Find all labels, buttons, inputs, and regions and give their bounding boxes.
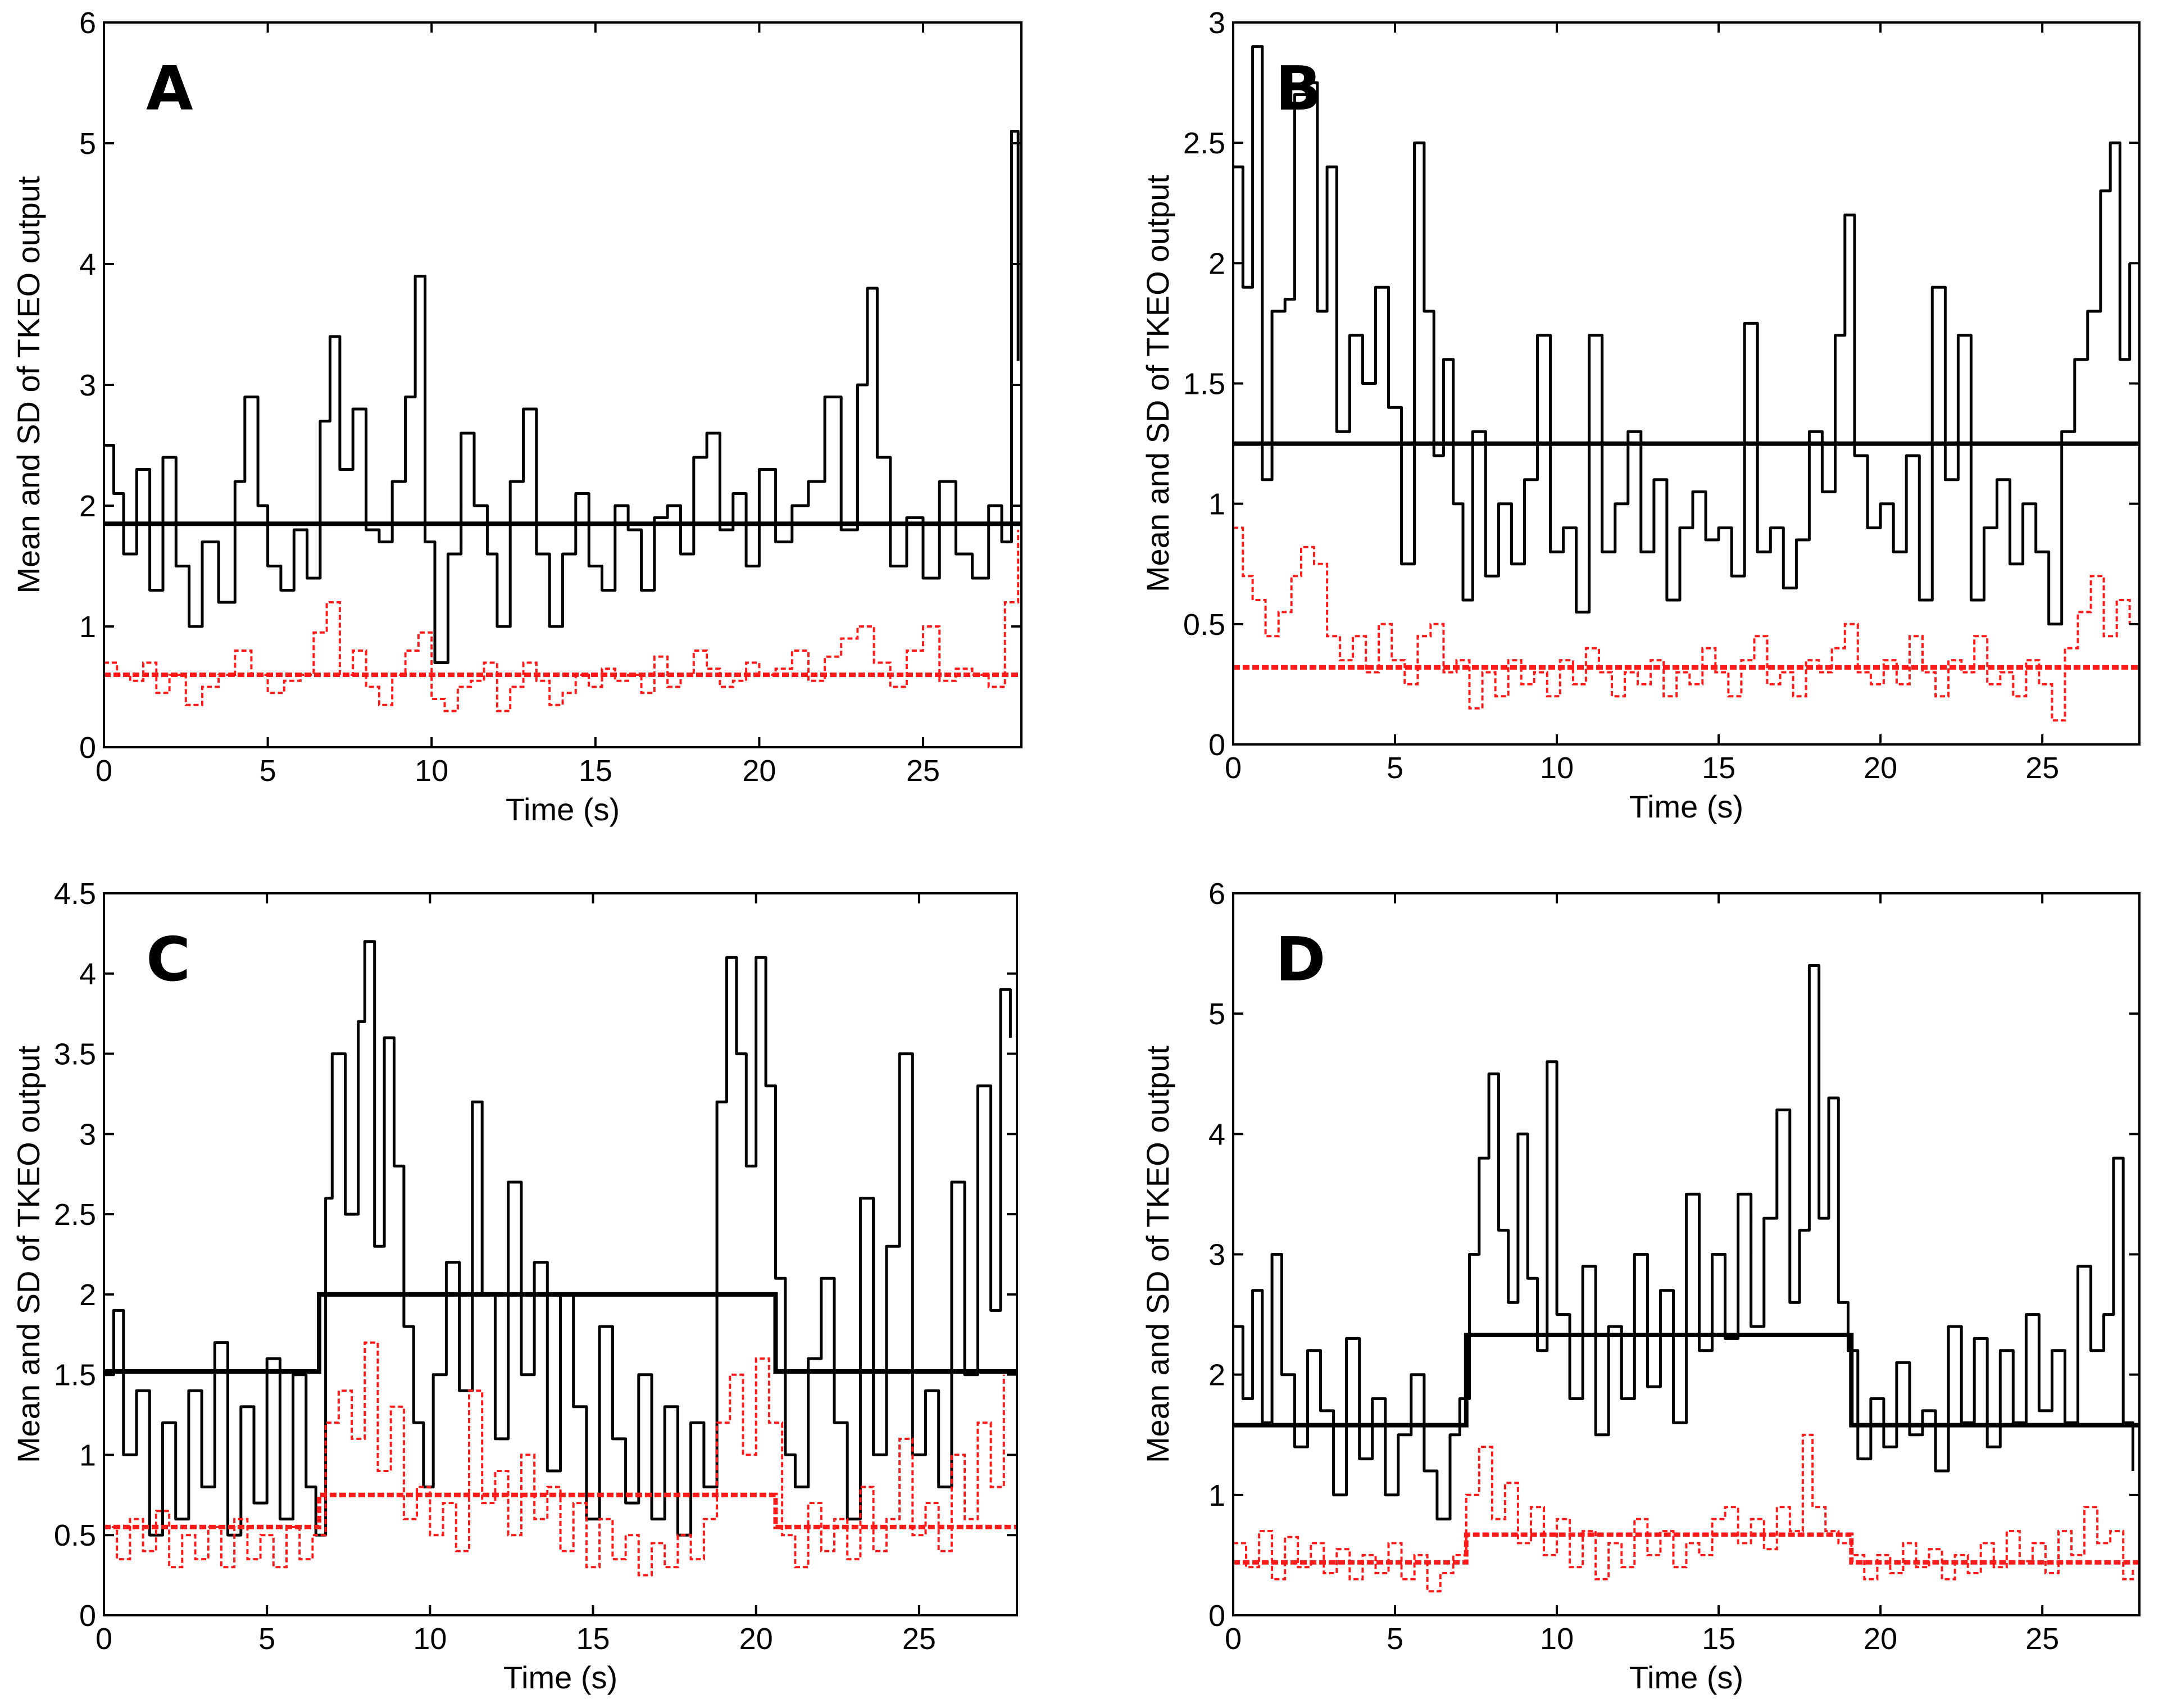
y-tick-label: 3 — [79, 1118, 96, 1151]
panel-d: 0 5 10 15 20 25 0 1 2 3 4 5 6 Time (s) Mean and SD of … — [1140, 877, 2141, 1695]
y-tick-label: 2 — [79, 1278, 96, 1312]
y-axis-label: Mean and SD of TKEO output — [1140, 1046, 1175, 1463]
y-tick-label: 2.5 — [54, 1198, 96, 1232]
y-tick-label: 1 — [79, 1438, 96, 1472]
x-tick-label: 15 — [579, 754, 612, 788]
x-axis-label: Time (s) — [1629, 789, 1743, 824]
y-tick-label: 1.5 — [1183, 367, 1225, 401]
x-tick-label: 0 — [96, 754, 112, 788]
y-tick-label: 2 — [79, 489, 96, 523]
x-tick-label: 10 — [1540, 1622, 1574, 1656]
y-axis-label: Mean and SD of TKEO output — [11, 1046, 46, 1463]
y-tick-label: 2 — [1208, 1359, 1225, 1392]
y-tick-label: 3 — [79, 369, 96, 402]
y-tick-label: 1 — [79, 610, 96, 644]
x-tick-label: 15 — [576, 1622, 610, 1656]
y-tick-label: 4 — [1208, 1118, 1225, 1151]
plot-area — [1233, 964, 2139, 1593]
x-tick-label: 25 — [906, 754, 940, 788]
x-tick-label: 20 — [739, 1622, 773, 1656]
y-axis-label: Mean and SD of TKEO output — [1140, 175, 1175, 592]
x-tick-label: 0 — [1225, 751, 1242, 785]
x-tick-label: 10 — [415, 754, 448, 788]
y-tick-label: 3 — [1208, 6, 1225, 40]
x-axis-label: Time (s) — [503, 1660, 617, 1695]
plot-area — [1233, 45, 2139, 722]
mean-level-line — [1233, 1333, 2139, 1428]
y-tick-label: 0 — [1208, 1599, 1225, 1633]
x-tick-label: 5 — [258, 1622, 275, 1656]
plot-area — [104, 940, 1017, 1577]
mean-signal-line — [1233, 45, 2132, 626]
y-tick-label: 5 — [1208, 997, 1225, 1031]
x-tick-label: 20 — [742, 754, 776, 788]
y-tick-label: 1 — [1208, 488, 1225, 521]
x-tick-label: 5 — [1387, 1622, 1403, 1656]
x-tick-label: 20 — [1864, 1622, 1897, 1656]
panel-letter: A — [146, 54, 193, 124]
sd-signal-line — [1233, 526, 2131, 722]
plot-area — [104, 130, 1021, 712]
x-tick-label: 25 — [902, 1622, 936, 1656]
x-tick-label: 25 — [2025, 1622, 2059, 1656]
mean-level-line — [104, 1292, 1017, 1374]
x-tick-label: 15 — [1702, 1622, 1735, 1656]
y-tick-label: 2.5 — [1183, 126, 1225, 160]
y-tick-label: 4 — [79, 957, 96, 991]
y-tick-label: 1 — [1208, 1479, 1225, 1512]
x-tick-label: 25 — [2025, 751, 2059, 785]
x-tick-label: 15 — [1702, 751, 1735, 785]
x-tick-label: 10 — [413, 1622, 447, 1656]
y-tick-label: 6 — [1208, 877, 1225, 911]
x-axis-label: Time (s) — [1629, 1660, 1743, 1695]
x-tick-label: 20 — [1864, 751, 1897, 785]
y-tick-label: 1.5 — [54, 1359, 96, 1392]
x-axis-label: Time (s) — [506, 792, 620, 827]
y-tick-label: 0 — [79, 1599, 96, 1633]
y-axis-label: Mean and SD of TKEO output — [11, 176, 46, 593]
y-tick-label: 5 — [79, 127, 96, 161]
y-tick-label: 3 — [1208, 1238, 1225, 1272]
y-tick-label: 4 — [79, 248, 96, 281]
mean-signal-line — [104, 940, 1012, 1537]
y-tick-label: 0 — [1208, 728, 1225, 762]
panel-c: 0 5 10 15 20 25 0 0.5 1 1.5 2 2.5 3 3.5 4 4.5 Time (s) Me… — [11, 877, 1018, 1695]
y-tick-label: 0 — [79, 731, 96, 765]
x-tick-label: 10 — [1540, 751, 1574, 785]
panel-letter: C — [146, 925, 190, 995]
sd-level-line — [1233, 1532, 2139, 1565]
x-tick-label: 5 — [260, 754, 276, 788]
y-tick-label: 6 — [79, 6, 96, 40]
y-tick-label: 2 — [1208, 247, 1225, 280]
y-tick-label: 0.5 — [1183, 608, 1225, 642]
panel-letter: B — [1275, 54, 1321, 124]
y-tick-label: 0.5 — [54, 1519, 96, 1552]
sd-signal-line — [104, 530, 1020, 712]
x-tick-label: 0 — [96, 1622, 112, 1656]
mean-signal-line — [104, 130, 1020, 664]
panel-a: 0 5 10 15 20 25 0 1 2 3 4 5 6 Time (s) Mean and SD of … — [11, 6, 1023, 827]
x-tick-label: 0 — [1225, 1622, 1242, 1656]
panel-b: 0 5 10 15 20 25 0 0.5 1 1.5 2 2.5 3 Time (s) Mean and … — [1140, 6, 2141, 824]
sd-level-line — [104, 1492, 1017, 1529]
x-tick-label: 5 — [1387, 751, 1403, 785]
panel-letter: D — [1275, 925, 1326, 995]
mean-signal-line — [1233, 964, 2134, 1521]
y-tick-label: 3.5 — [54, 1038, 96, 1071]
y-tick-label: 4.5 — [54, 877, 96, 911]
plot-frame — [103, 892, 1018, 1616]
